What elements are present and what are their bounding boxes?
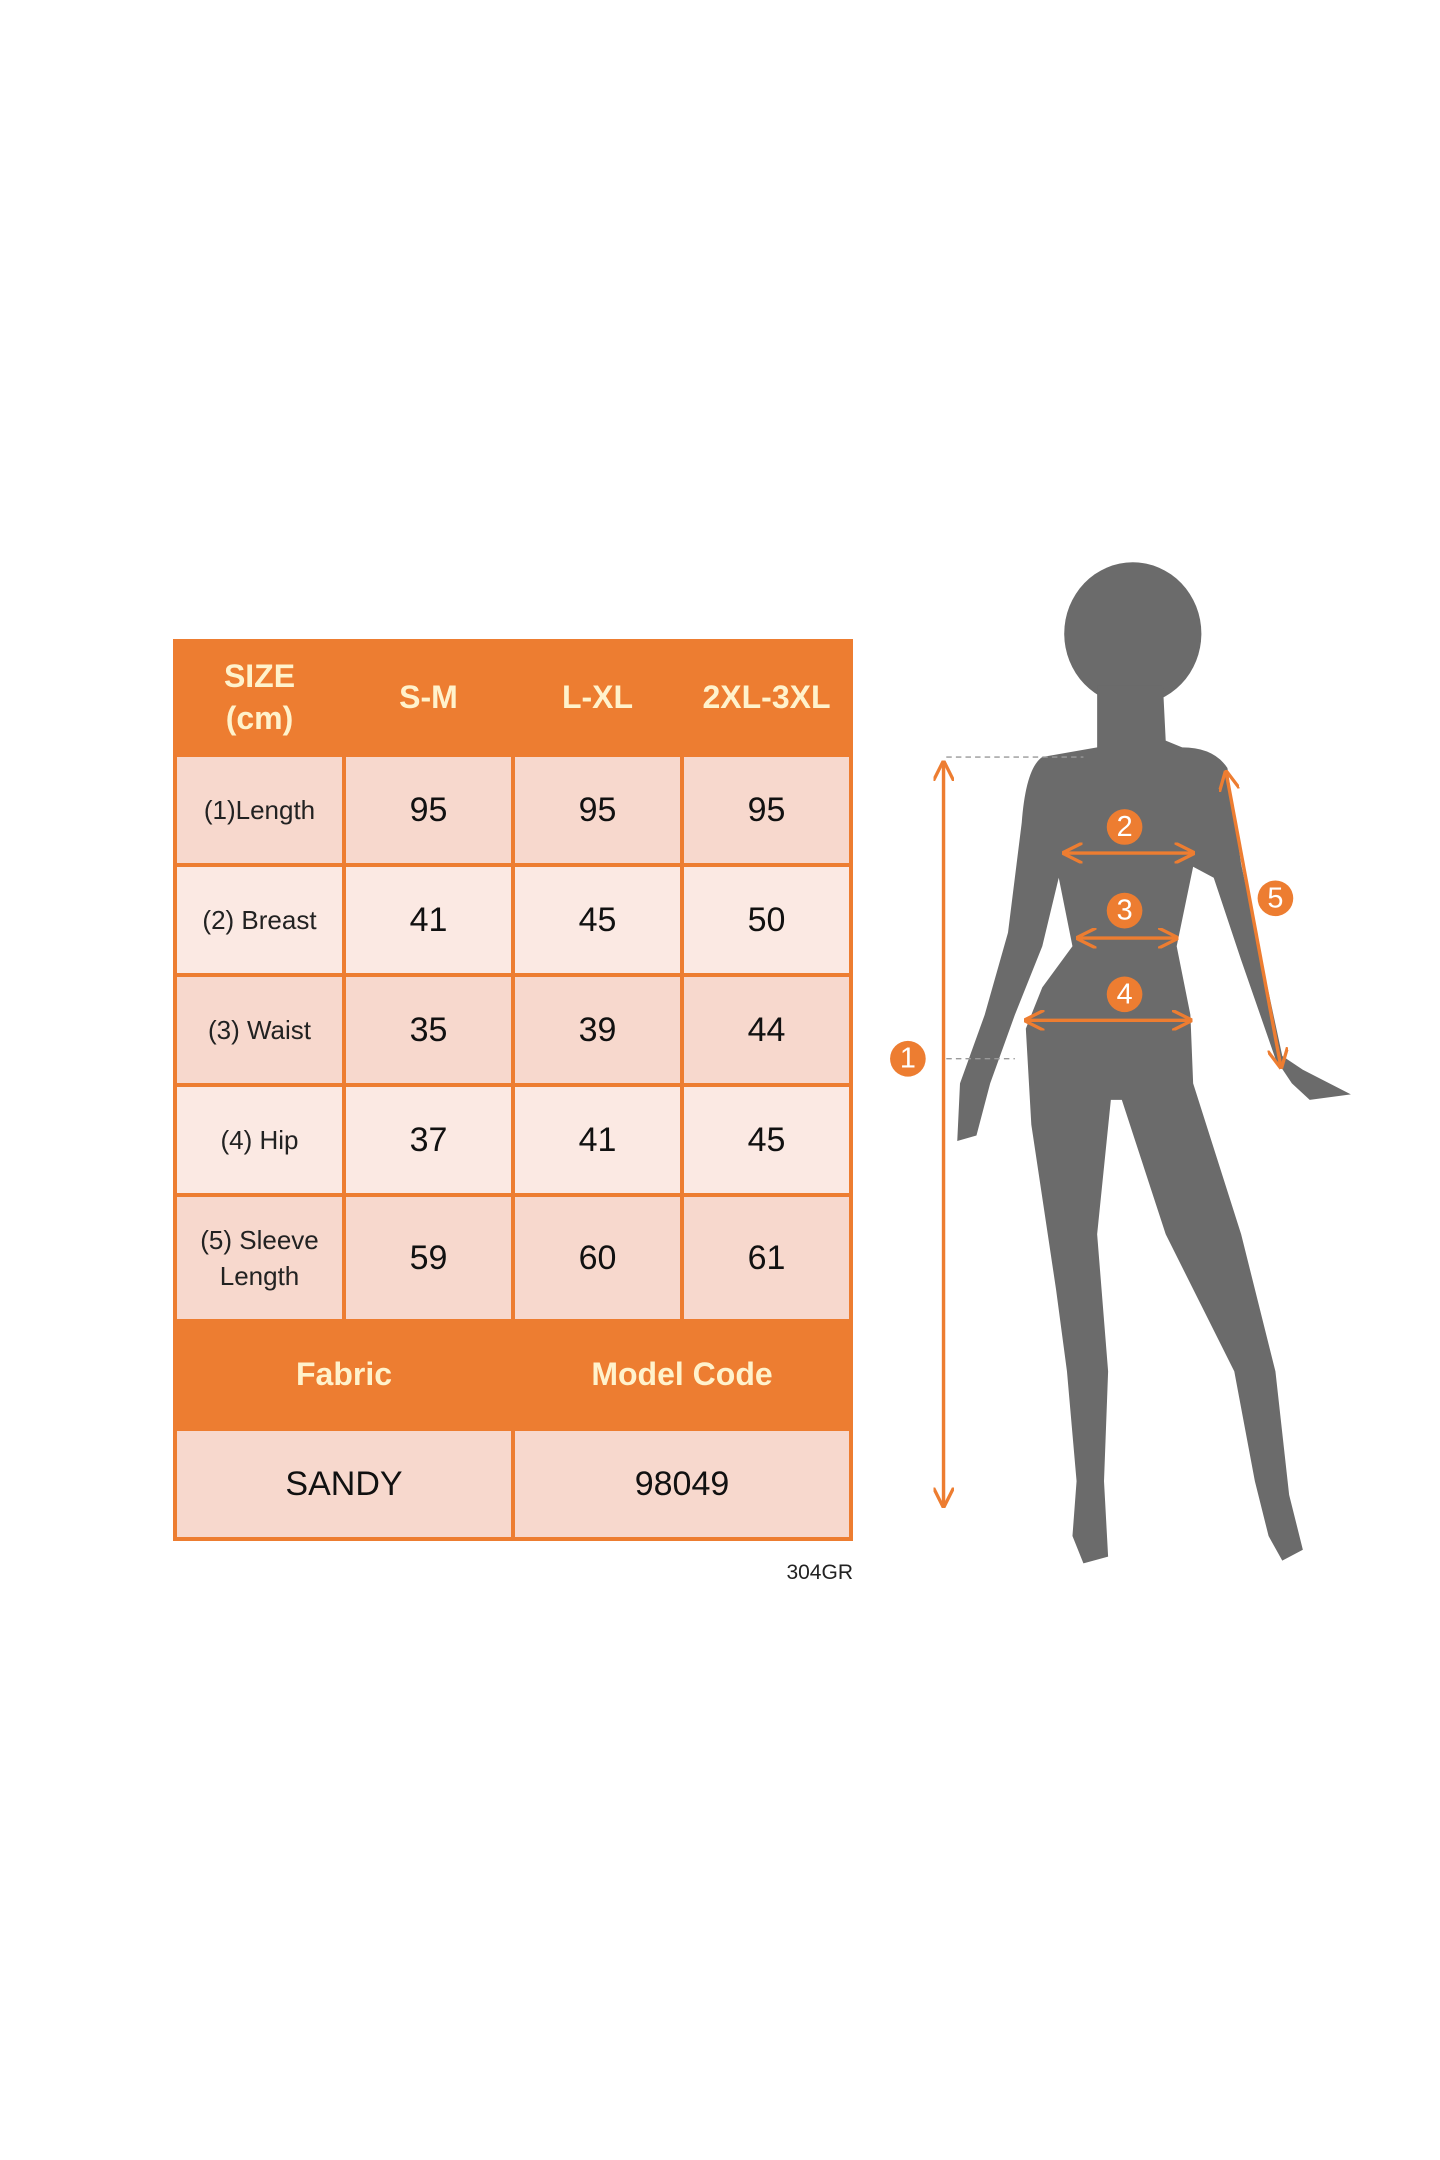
cell-value: 95 bbox=[680, 753, 853, 867]
cell-value: 50 bbox=[680, 863, 853, 977]
footer-value-row: SANDY 98049 bbox=[173, 1427, 853, 1541]
model-code-header: Model Code bbox=[511, 1319, 853, 1431]
unit-header-text: (cm) bbox=[225, 700, 294, 736]
marker-number: 4 bbox=[1117, 978, 1133, 1010]
table-row-waist: (3) Waist 35 39 44 bbox=[173, 973, 853, 1087]
table-row-sleeve-length: (5) Sleeve Length 59 60 61 bbox=[173, 1193, 853, 1323]
cell-value: 41 bbox=[511, 1083, 684, 1197]
size-header-text: SIZE bbox=[223, 658, 296, 695]
table-header-row: SIZE (cm) S-M L-XL 2XL-3XL bbox=[173, 639, 853, 757]
marker-5: 5 bbox=[1257, 880, 1294, 917]
size-chart-table: SIZE (cm) S-M L-XL 2XL-3XL (1)Length 95 9… bbox=[173, 639, 853, 1541]
cell-value: 95 bbox=[511, 753, 684, 867]
size-unit-header: SIZE (cm) bbox=[173, 639, 346, 757]
fabric-value: SANDY bbox=[173, 1427, 515, 1541]
product-code-tag: 304GR bbox=[786, 1561, 853, 1584]
cell-value: 45 bbox=[511, 863, 684, 977]
marker-1: 1 bbox=[890, 1040, 926, 1077]
cell-value: 37 bbox=[342, 1083, 515, 1197]
cell-value: 60 bbox=[511, 1193, 684, 1323]
row-label: (4) Hip bbox=[173, 1083, 346, 1197]
cell-value: 44 bbox=[680, 973, 853, 1087]
row-label: (5) Sleeve Length bbox=[173, 1193, 346, 1323]
row-label: (3) Waist bbox=[173, 973, 346, 1087]
cell-value: 41 bbox=[342, 863, 515, 977]
marker-3: 3 bbox=[1106, 892, 1143, 929]
cell-value: 35 bbox=[342, 973, 515, 1087]
marker-number: 2 bbox=[1117, 811, 1133, 843]
row-label: (1)Length bbox=[173, 753, 346, 867]
table-row-breast: (2) Breast 41 45 50 bbox=[173, 863, 853, 977]
row-label: (2) Breast bbox=[173, 863, 346, 977]
marker-number: 3 bbox=[1117, 895, 1133, 927]
cell-value: 59 bbox=[342, 1193, 515, 1323]
woman-silhouette-icon bbox=[957, 562, 1351, 1564]
cell-value: 95 bbox=[342, 753, 515, 867]
length-guide bbox=[944, 756, 1281, 1506]
marker-4: 4 bbox=[1106, 976, 1143, 1013]
footer-header-row: Fabric Model Code bbox=[173, 1319, 853, 1431]
marker-number: 5 bbox=[1267, 882, 1283, 914]
size-header-l-xl: L-XL bbox=[511, 639, 684, 757]
size-header-s-m: S-M bbox=[342, 639, 515, 757]
table-row-hip: (4) Hip 37 41 45 bbox=[173, 1083, 853, 1197]
fabric-header: Fabric bbox=[173, 1319, 515, 1431]
marker-2: 2 bbox=[1106, 809, 1143, 845]
row-label-line: (5) Sleeve bbox=[200, 1224, 319, 1255]
marker-number: 1 bbox=[900, 1043, 916, 1075]
sleeve-arrow bbox=[1226, 772, 1281, 1067]
row-label-line: Length bbox=[219, 1261, 300, 1291]
size-header-2xl-3xl: 2XL-3XL bbox=[680, 639, 853, 757]
cell-value: 61 bbox=[680, 1193, 853, 1323]
cell-value: 39 bbox=[511, 973, 684, 1087]
cell-value: 45 bbox=[680, 1083, 853, 1197]
table-row-length: (1)Length 95 95 95 bbox=[173, 753, 853, 867]
model-code-value: 98049 bbox=[511, 1427, 853, 1541]
